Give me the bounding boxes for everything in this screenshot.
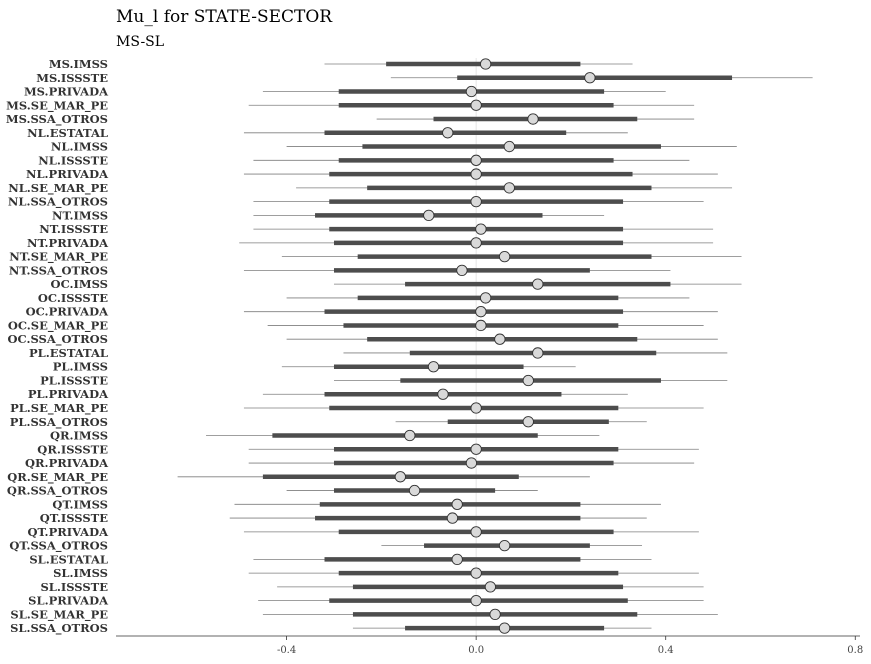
- y-tick-label: SL.SSA_OTROS: [10, 621, 108, 636]
- y-tick-label: QR.SSA_OTROS: [7, 484, 108, 499]
- y-tick-label: QR.SE_MAR_PE: [7, 470, 108, 485]
- y-tick-label: PL.PRIVADA: [28, 387, 109, 401]
- y-tick-label: QT.IMSS: [52, 497, 108, 511]
- point-estimate: [498, 622, 511, 634]
- y-tick-label: MS.ISSSTE: [36, 71, 108, 85]
- point-estimate: [475, 319, 487, 332]
- point-estimate: [498, 539, 511, 552]
- point-estimate: [465, 85, 478, 98]
- y-tick-label: NL.SE_MAR_PE: [8, 181, 108, 196]
- y-tick-label: SL.SE_MAR_PE: [10, 607, 108, 622]
- y-tick-label: QT.SSA_OTROS: [9, 539, 108, 554]
- x-tick-label: 0.8: [847, 645, 863, 656]
- y-tick-label: SL.IMSS: [53, 566, 108, 580]
- y-tick-label: NL.PRIVADA: [26, 167, 109, 181]
- y-tick-label: OC.PRIVADA: [26, 305, 109, 319]
- point-estimate: [584, 72, 596, 84]
- point-estimate: [423, 209, 435, 222]
- point-estimate: [446, 512, 459, 524]
- point-estimate: [451, 553, 463, 566]
- y-tick-label: QT.ISSSTE: [40, 511, 108, 525]
- point-estimate: [479, 292, 492, 304]
- y-tick-label: NT.SE_MAR_PE: [9, 250, 108, 265]
- point-estimate: [470, 237, 482, 249]
- point-estimate: [527, 113, 539, 125]
- y-tick-label: SL.ESTATAL: [29, 552, 108, 566]
- y-tick-label: MS.SE_MAR_PE: [6, 98, 108, 113]
- point-estimate: [503, 140, 515, 153]
- point-estimate: [494, 333, 506, 345]
- point-estimate: [470, 526, 482, 538]
- y-tick-label: MS.SSA_OTROS: [6, 112, 108, 127]
- point-estimate: [522, 416, 534, 428]
- y-tick-label: QR.PRIVADA: [25, 456, 109, 470]
- y-tick-label: QR.ISSSTE: [37, 442, 108, 456]
- point-estimate: [470, 567, 482, 579]
- y-tick-label: PL.IMSS: [53, 360, 108, 374]
- y-tick-label: SL.ISSSTE: [40, 580, 108, 594]
- point-estimate: [470, 168, 482, 180]
- y-tick-label: NL.ESTATAL: [27, 126, 108, 140]
- x-tick-label: 0.0: [468, 645, 484, 656]
- point-estimate: [475, 223, 487, 235]
- point-estimate: [427, 361, 440, 373]
- y-tick-label: OC.ISSSTE: [38, 291, 108, 305]
- y-tick-label: MS.IMSS: [49, 57, 108, 71]
- y-tick-label: OC.SSA_OTROS: [8, 332, 108, 347]
- y-tick-label: NL.SSA_OTROS: [8, 195, 108, 210]
- point-estimate: [484, 581, 497, 593]
- y-tick-label: QR.IMSS: [50, 429, 108, 443]
- y-tick-label: MS.PRIVADA: [24, 85, 109, 99]
- y-tick-label: NL.ISSSTE: [38, 153, 108, 167]
- point-estimate: [470, 99, 482, 111]
- point-estimate: [522, 374, 534, 387]
- y-tick-label: QT.PRIVADA: [27, 525, 109, 539]
- x-tick-label: -0.4: [277, 645, 296, 656]
- point-estimate: [503, 182, 515, 194]
- point-estimate: [404, 429, 416, 442]
- point-estimate: [408, 484, 421, 497]
- y-tick-label: PL.SSA_OTROS: [10, 415, 108, 430]
- point-estimate: [465, 457, 478, 469]
- y-tick-label: NT.SSA_OTROS: [9, 263, 108, 278]
- y-tick-label: OC.SE_MAR_PE: [8, 318, 108, 333]
- chart-subtitle: MS-SL: [116, 34, 164, 50]
- point-estimate: [470, 154, 482, 166]
- chart-title: Mu_l for STATE-SECTOR: [116, 7, 333, 27]
- y-tick-label: SL.PRIVADA: [28, 594, 109, 608]
- point-estimate: [470, 402, 482, 414]
- point-estimate: [532, 347, 544, 359]
- point-estimate: [475, 306, 487, 318]
- point-estimate: [479, 58, 492, 70]
- point-estimate: [498, 250, 511, 263]
- point-estimate: [532, 278, 544, 290]
- y-tick-label: PL.SE_MAR_PE: [10, 401, 108, 416]
- point-estimate: [442, 127, 454, 139]
- y-tick-label: NT.PRIVADA: [27, 236, 109, 250]
- plot-area: -0.4 0.0 0.4 0.8MS.IMSSMS.ISSSTEMS.PRIVADAM…: [6, 57, 863, 656]
- y-tick-label: NT.ISSSTE: [39, 222, 108, 236]
- point-estimate: [470, 594, 482, 607]
- y-tick-label: OC.IMSS: [51, 277, 108, 291]
- point-estimate: [456, 264, 468, 277]
- point-estimate: [451, 498, 463, 510]
- y-tick-label: PL.ISSSTE: [40, 373, 108, 387]
- y-tick-label: NL.IMSS: [51, 140, 108, 154]
- point-estimate: [470, 195, 482, 208]
- x-tick-label: 0.4: [658, 645, 674, 656]
- y-tick-label: NT.IMSS: [52, 208, 108, 222]
- point-estimate: [394, 471, 406, 483]
- point-estimate: [489, 608, 501, 621]
- y-tick-label: PL.ESTATAL: [29, 346, 108, 360]
- point-estimate: [470, 443, 482, 455]
- point-estimate: [437, 388, 449, 400]
